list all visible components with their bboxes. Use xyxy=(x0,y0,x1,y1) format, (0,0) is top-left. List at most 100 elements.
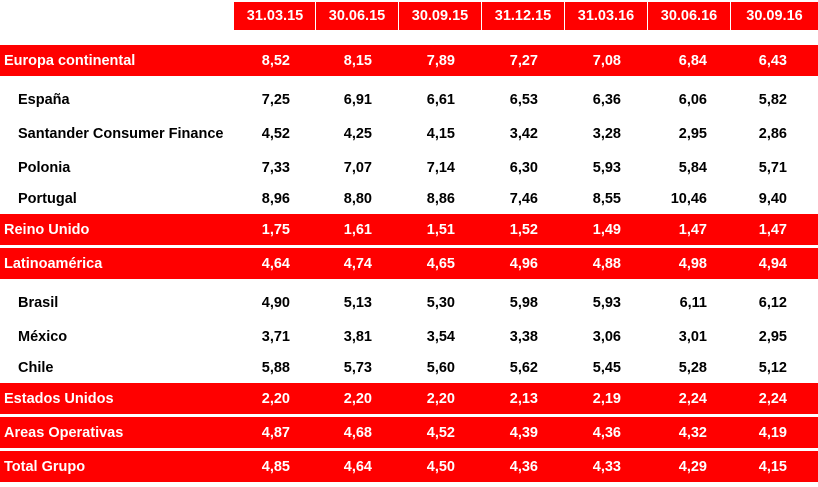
value-cell: 2,95 xyxy=(758,329,787,345)
region-row: Estados Unidos 2,20 2,20 2,20 2,13 2,19 2,24 2,… xyxy=(0,383,818,415)
value-cell: 4,29 xyxy=(678,459,707,475)
row-label: Santander Consumer Finance xyxy=(18,126,224,142)
value-cell: 5,12 xyxy=(758,360,787,376)
country-row: México 3,71 3,81 3,54 3,38 3,06 3,01 2,95 xyxy=(0,321,818,353)
value-cell: 6,06 xyxy=(678,92,707,108)
value-cell: 3,28 xyxy=(592,126,621,142)
value-cell: 4,85 xyxy=(261,459,290,475)
value-cell: 6,53 xyxy=(509,92,538,108)
country-row: Chile 5,88 5,73 5,60 5,62 5,45 5,28 5,12 xyxy=(0,355,818,381)
value-cell: 5,71 xyxy=(758,160,787,176)
country-row: Santander Consumer Finance 4,52 4,25 4,15 3,… xyxy=(0,118,818,150)
country-row: Polonia 7,33 7,07 7,14 6,30 5,93 5,84 5,71 xyxy=(0,152,818,184)
value-cell: 4,96 xyxy=(509,256,538,272)
value-cell: 4,98 xyxy=(678,256,707,272)
row-label: Areas Operativas xyxy=(4,425,124,441)
value-cell: 5,73 xyxy=(343,360,372,376)
value-cell: 3,81 xyxy=(343,329,372,345)
value-cell: 4,39 xyxy=(509,425,538,441)
value-cell: 2,24 xyxy=(678,391,707,407)
value-cell: 7,89 xyxy=(426,53,455,69)
value-cell: 9,40 xyxy=(758,191,787,207)
value-cell: 7,27 xyxy=(509,53,538,69)
value-cell: 1,61 xyxy=(343,222,372,238)
value-cell: 7,25 xyxy=(261,92,290,108)
value-cell: 6,43 xyxy=(758,53,787,69)
value-cell: 1,47 xyxy=(678,222,707,238)
value-cell: 5,30 xyxy=(426,295,455,311)
value-cell: 5,60 xyxy=(426,360,455,376)
value-cell: 1,52 xyxy=(509,222,538,238)
row-label: Brasil xyxy=(18,295,59,311)
column-header-5: 31.03.16 xyxy=(564,2,647,30)
value-cell: 5,93 xyxy=(592,160,621,176)
value-cell: 4,94 xyxy=(758,256,787,272)
region-row: Total Grupo 4,85 4,64 4,50 4,36 4,33 4,29 4,15 xyxy=(0,451,818,483)
value-cell: 2,95 xyxy=(678,126,707,142)
value-cell: 6,91 xyxy=(343,92,372,108)
value-cell: 7,14 xyxy=(426,160,455,176)
value-cell: 4,25 xyxy=(343,126,372,142)
value-cell: 4,33 xyxy=(592,459,621,475)
value-cell: 5,45 xyxy=(592,360,621,376)
value-cell: 2,86 xyxy=(758,126,787,142)
row-label: Reino Unido xyxy=(4,222,90,238)
value-cell: 4,52 xyxy=(426,425,455,441)
value-cell: 8,15 xyxy=(343,53,372,69)
value-cell: 5,62 xyxy=(509,360,538,376)
country-row: España 7,25 6,91 6,61 6,53 6,36 6,06 5,82 xyxy=(0,84,818,116)
row-label: Polonia xyxy=(18,160,71,176)
region-row: Europa continental 8,52 8,15 7,89 7,27 7,08 6,… xyxy=(0,45,818,77)
value-cell: 4,64 xyxy=(261,256,290,272)
region-row: Latinoamérica 4,64 4,74 4,65 4,96 4,88 4,98 4,9… xyxy=(0,248,818,280)
value-cell: 2,13 xyxy=(509,391,538,407)
value-cell: 1,49 xyxy=(592,222,621,238)
value-cell: 7,08 xyxy=(592,53,621,69)
header-row: 31.03.15 30.06.15 30.09.15 31.12.15 31.03.16… xyxy=(0,2,818,30)
value-cell: 5,28 xyxy=(678,360,707,376)
value-cell: 4,32 xyxy=(678,425,707,441)
column-header-1: 31.03.15 xyxy=(233,2,316,30)
value-cell: 4,36 xyxy=(592,425,621,441)
value-cell: 5,82 xyxy=(758,92,787,108)
value-cell: 4,65 xyxy=(426,256,455,272)
row-label: Europa continental xyxy=(4,53,136,69)
value-cell: 6,30 xyxy=(509,160,538,176)
value-cell: 1,47 xyxy=(758,222,787,238)
value-cell: 4,15 xyxy=(758,459,787,475)
value-cell: 6,11 xyxy=(679,295,707,311)
value-cell: 4,19 xyxy=(758,425,787,441)
value-cell: 1,51 xyxy=(426,222,455,238)
value-cell: 4,36 xyxy=(509,459,538,475)
column-header-4: 31.12.15 xyxy=(481,2,564,30)
value-cell: 3,06 xyxy=(592,329,621,345)
value-cell: 3,42 xyxy=(509,126,538,142)
value-cell: 6,84 xyxy=(678,53,707,69)
value-cell: 2,20 xyxy=(343,391,372,407)
value-cell: 1,75 xyxy=(261,222,290,238)
value-cell: 4,88 xyxy=(592,256,621,272)
value-cell: 4,52 xyxy=(261,126,290,142)
value-cell: 5,93 xyxy=(592,295,621,311)
column-header-7: 30.09.16 xyxy=(730,2,818,30)
value-cell: 8,52 xyxy=(261,53,290,69)
row-label: Estados Unidos xyxy=(4,391,114,407)
value-cell: 8,96 xyxy=(261,191,290,207)
row-label: España xyxy=(18,92,70,108)
value-cell: 5,84 xyxy=(678,160,707,176)
row-label: Chile xyxy=(18,360,54,376)
region-row: Reino Unido 1,75 1,61 1,51 1,52 1,49 1,47 1,47 xyxy=(0,214,818,246)
value-cell: 3,71 xyxy=(261,329,290,345)
row-label: Portugal xyxy=(18,191,77,207)
value-cell: 6,61 xyxy=(426,92,455,108)
value-cell: 4,74 xyxy=(343,256,372,272)
value-cell: 5,88 xyxy=(261,360,290,376)
value-cell: 2,24 xyxy=(758,391,787,407)
region-row: Areas Operativas 4,87 4,68 4,52 4,39 4,36 4,32… xyxy=(0,417,818,449)
value-cell: 7,07 xyxy=(343,160,372,176)
value-cell: 2,20 xyxy=(426,391,455,407)
value-cell: 5,98 xyxy=(509,295,538,311)
value-cell: 4,90 xyxy=(261,295,290,311)
row-label: México xyxy=(18,329,68,345)
column-header-3: 30.09.15 xyxy=(398,2,481,30)
